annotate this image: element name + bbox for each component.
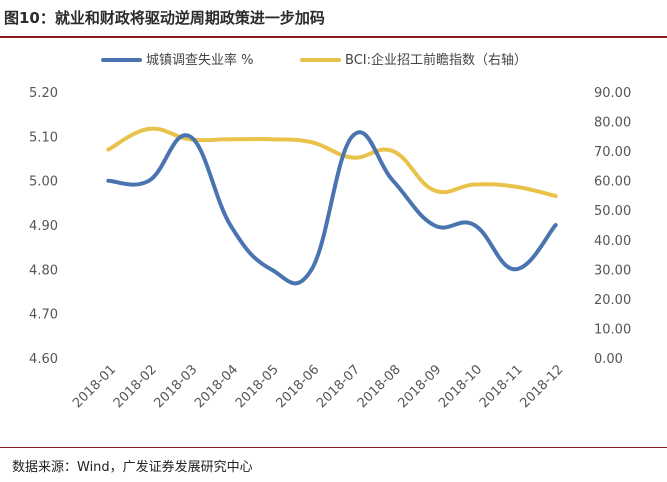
x-tick-label: 2018-10: [436, 362, 485, 411]
right-tick-label: 80.00: [594, 116, 631, 131]
right-tick-label: 70.00: [594, 145, 631, 160]
right-tick-label: 20.00: [594, 293, 631, 308]
right-tick-label: 90.00: [594, 86, 631, 101]
series-line-unemployment: [106, 130, 558, 286]
right-tick-label: 40.00: [594, 234, 631, 249]
x-tick-label: 2018-08: [355, 362, 404, 411]
right-tick-label: 50.00: [594, 204, 631, 219]
legend-label-bci: BCI:企业招工前瞻指数（右轴）: [345, 52, 527, 68]
series-line-bci: [106, 126, 558, 198]
right-tick-label: 30.00: [594, 263, 631, 278]
left-tick-label: 4.80: [29, 263, 58, 278]
source-rule: [0, 447, 667, 448]
left-tick-label: 5.10: [29, 130, 58, 145]
right-tick-label: 60.00: [594, 175, 631, 190]
right-axis: 0.00 10.00 20.00 30.00 40.00 50.00 60.00 70.00 8…: [594, 86, 631, 367]
left-axis: 4.60 4.70 4.80 4.90 5.00 5.10 5.20: [29, 86, 58, 367]
x-tick-label: 2018-12: [517, 362, 566, 411]
source-note: 数据来源：Wind，广发证券发展研究中心: [12, 460, 253, 475]
left-tick-label: 5.00: [29, 175, 58, 190]
x-tick-label: 2018-04: [192, 362, 241, 411]
line-chart: 城镇调查失业率 % BCI:企业招工前瞻指数（右轴） 4.604.704.804…: [29, 52, 631, 411]
left-tick-label: 4.70: [29, 308, 58, 323]
x-tick-label: 2018-03: [151, 362, 200, 411]
legend: 城镇调查失业率 % BCI:企业招工前瞻指数（右轴）: [101, 52, 527, 68]
plot-area: [106, 126, 558, 286]
x-tick-label: 2018-02: [111, 362, 160, 411]
right-tick-label: 0.00: [594, 352, 623, 367]
figure-title: 图10：就业和财政将驱动逆周期政策进一步加码: [4, 9, 325, 27]
legend-label-unemployment: 城镇调查失业率 %: [146, 52, 254, 68]
left-tick-label: 5.20: [29, 86, 58, 101]
right-tick-label: 10.00: [594, 322, 631, 337]
figure-header: 图10：就业和财政将驱动逆周期政策进一步加码: [0, 0, 667, 36]
left-tick-label: 4.60: [29, 352, 58, 367]
x-tick-label: 2018-01: [70, 362, 119, 411]
x-tick-label: 2018-07: [314, 362, 363, 411]
x-axis: 2018-012018-022018-032018-042018-052018-…: [70, 362, 566, 411]
x-tick-label: 2018-06: [273, 362, 322, 411]
x-tick-label: 2018-05: [233, 362, 282, 411]
x-tick-label: 2018-11: [477, 362, 526, 411]
left-tick-label: 4.90: [29, 219, 58, 234]
x-tick-label: 2018-09: [395, 362, 444, 411]
title-rule: [0, 36, 667, 38]
